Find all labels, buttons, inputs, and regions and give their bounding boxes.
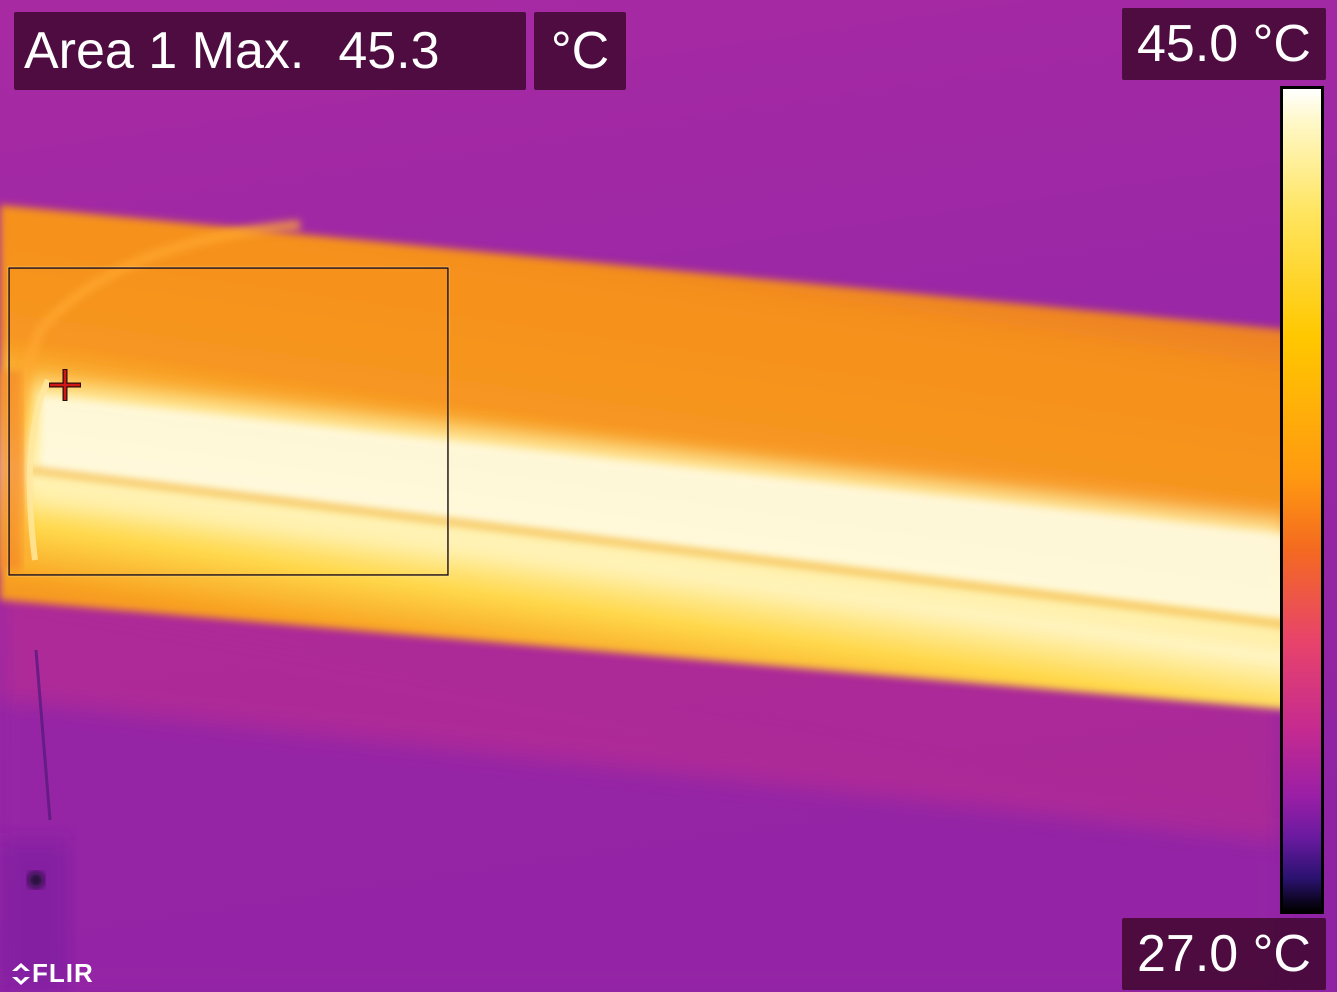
measurement-label: Area 1 Max. (24, 22, 305, 80)
color-scale-bar (1280, 86, 1324, 914)
temperature-unit: °C (534, 12, 626, 90)
measurement-readout: Area 1 Max. 45.3 (14, 12, 526, 90)
flir-logo-icon (12, 962, 30, 985)
flir-logo-text: FLIR (32, 958, 94, 988)
flir-logo: FLIR (12, 958, 94, 989)
scale-min-label: 27.0 °C (1122, 918, 1326, 990)
scale-max-label: 45.0 °C (1122, 8, 1326, 80)
crosshair-icon (49, 369, 81, 401)
measurement-area-box[interactable] (8, 267, 449, 576)
measurement-value: 45.3 (338, 22, 440, 80)
